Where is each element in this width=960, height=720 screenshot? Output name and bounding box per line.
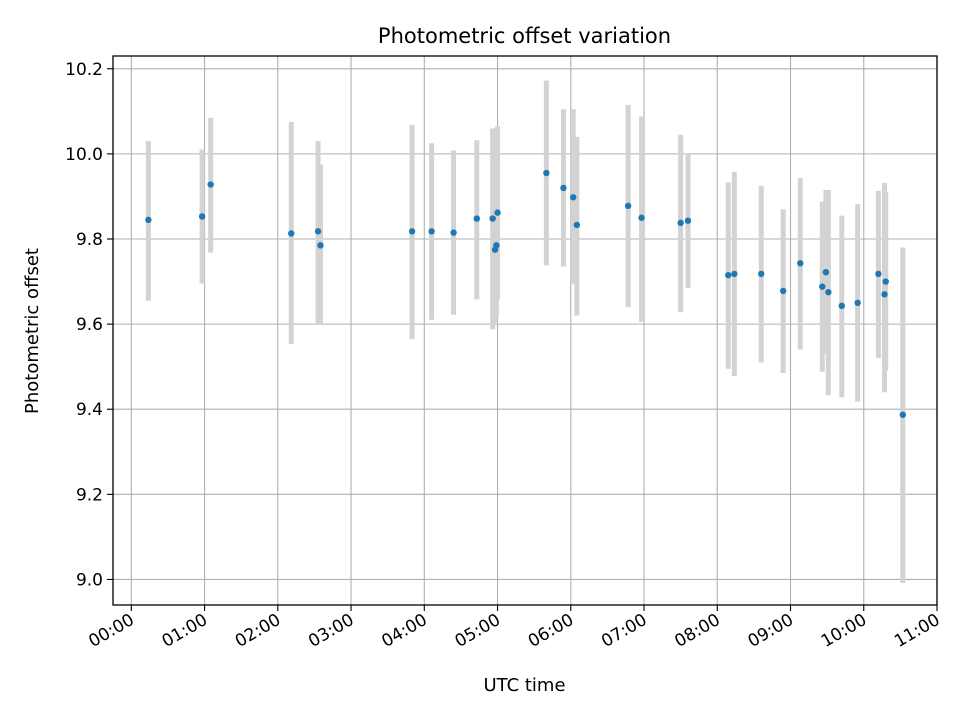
data-point [882,278,889,285]
y-axis-ticks: 9.0 9.2 9.4 9.6 9.8 10.0 10.2 [65,60,113,590]
data-point [314,228,322,235]
y-axis-title: Photometric offset [22,248,43,414]
y-tick-label: 9.2 [76,485,103,505]
data-point [638,214,645,221]
y-tick-label: 10.2 [65,60,103,80]
data-point [899,411,907,418]
data-point [450,229,457,236]
data-point [725,271,732,279]
data-point [494,209,501,216]
data-point [779,287,787,295]
y-tick-label: 9.6 [76,315,103,335]
data-point [408,228,416,235]
y-tick-label: 9.4 [76,400,103,420]
data-point [684,217,692,224]
data-point [560,184,567,192]
data-point [731,270,738,278]
data-point [473,215,480,222]
plot-area-frame [112,55,938,606]
x-axis-title: UTC time [483,675,565,696]
data-point [145,216,152,224]
data-point [854,299,861,307]
data-point [822,268,830,276]
y-tick-label: 10.0 [65,145,103,165]
data-point [428,228,435,235]
data-point [624,202,632,210]
data-point [875,270,882,278]
data-point [317,242,324,249]
data-point [797,260,804,267]
y-tick-label: 9.0 [76,570,103,590]
data-point [573,221,581,229]
y-tick-label: 9.8 [76,230,103,250]
data-point [819,283,826,290]
data-point [758,270,765,278]
data-point [677,219,684,227]
data-point [570,194,577,201]
data-points [145,169,907,418]
data-point [543,169,550,177]
data-point [881,291,888,298]
data-point [198,213,206,220]
data-point [838,302,845,310]
data-point [207,181,214,188]
data-point [493,242,500,249]
data-point [489,215,496,222]
chart-title: Photometric offset variation [378,24,671,48]
data-point [288,230,295,237]
data-point [825,288,832,296]
